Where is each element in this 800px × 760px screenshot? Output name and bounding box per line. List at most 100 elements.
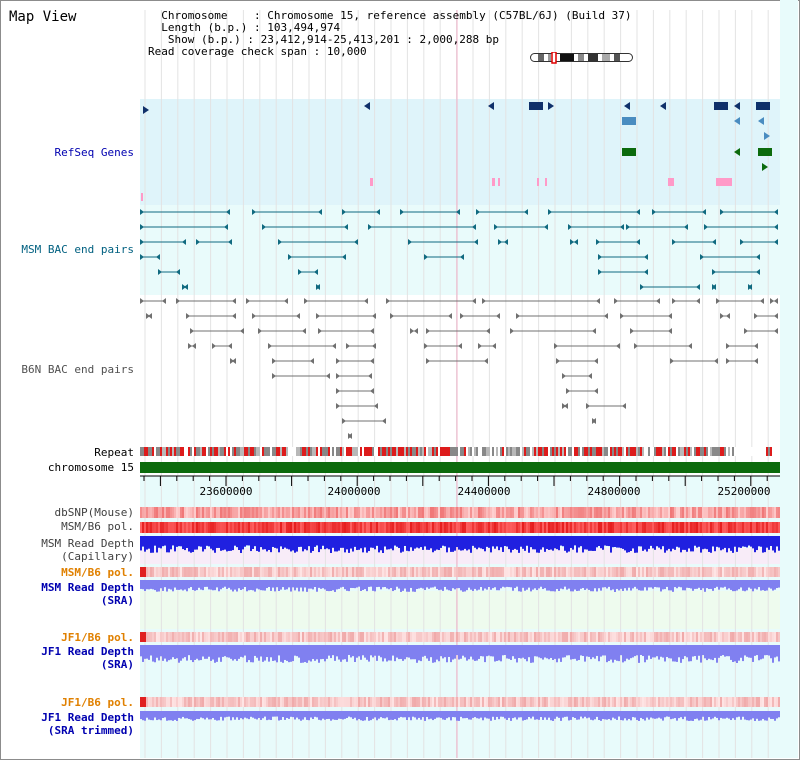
track-label-jf1-depth-trim-1[interactable]: JF1 Read Depth (41, 711, 134, 724)
msm-b6-pol-2-mark (686, 567, 688, 577)
track-label-msm-depth-sra-1[interactable]: MSM Read Depth (41, 581, 134, 594)
track-label-b6n-bac[interactable]: B6N BAC end pairs (21, 363, 134, 376)
msm-depth-sra-bar (146, 580, 148, 590)
jf1-b6-pol-mark (498, 632, 500, 642)
msm-depth-cap-bar (512, 536, 514, 550)
track-label-msm-b6-pol-2[interactable]: MSM/B6 pol. (61, 566, 134, 579)
msm-depth-cap-bar (582, 536, 584, 553)
dbsnp-mark (602, 507, 604, 518)
repeat-mark (512, 447, 514, 456)
msm-depth-sra-bar (374, 580, 376, 592)
msm-b6-pol-2-mark (710, 567, 712, 577)
track-label-repeat[interactable]: Repeat (94, 446, 134, 459)
track-label-msm-b6-pol[interactable]: MSM/B6 pol. (61, 520, 134, 533)
jf1-depth-sra-bar (696, 645, 698, 660)
chromosome-ideogram-icon[interactable] (530, 52, 634, 64)
jf1-b6-pol-mark (154, 632, 156, 642)
dbsnp-mark (610, 507, 612, 518)
msm-depth-cap-bar (472, 536, 474, 546)
msm-depth-sra-bar (748, 580, 750, 588)
track-label-refseq[interactable]: RefSeq Genes (54, 146, 134, 159)
jf1-b6-pol-2-mark (348, 697, 350, 707)
msm-depth-sra-bar (274, 580, 276, 592)
msm-b6-pol-2-mark (366, 567, 368, 577)
msm-depth-cap-bar (186, 536, 188, 549)
msm-depth-sra-bar (392, 580, 394, 592)
jf1-depth-sra-bar (778, 645, 780, 662)
b6n-bac-pair-end (744, 328, 748, 334)
jf1-depth-sra-bar (666, 645, 668, 657)
msm-b6-pol-2-mark (634, 567, 636, 577)
jf1-depth-trim-bar (218, 711, 220, 721)
msm-depth-cap-bar (470, 536, 472, 553)
jf1-depth-trim-bar (434, 711, 436, 719)
repeat-mark (640, 447, 642, 456)
msm-depth-cap-bar (700, 536, 702, 553)
msm-depth-sra-bar (370, 580, 372, 587)
track-label-jf1-depth-sra-1[interactable]: JF1 Read Depth (41, 645, 134, 658)
jf1-depth-sra-bar (320, 645, 322, 660)
repeat-mark (272, 447, 274, 456)
jf1-depth-sra-bar (414, 645, 416, 660)
repeat-mark (628, 447, 630, 456)
jf1-b6-pol-mark (350, 632, 352, 642)
msm-b6-pol-mark (628, 522, 630, 533)
jf1-b6-pol-mark (510, 632, 512, 642)
jf1-depth-trim-bar (382, 711, 384, 719)
dbsnp-mark (592, 507, 594, 518)
msm-depth-cap-bar (278, 536, 280, 553)
jf1-b6-pol-mark (464, 632, 466, 642)
dbsnp-mark (334, 507, 336, 518)
msm-depth-cap-bar (466, 536, 468, 551)
msm-b6-pol-mark (384, 522, 386, 533)
msm-depth-cap-bar (328, 536, 330, 550)
dbsnp-mark (422, 507, 424, 518)
jf1-depth-trim-bar (630, 711, 632, 721)
msm-b6-pol-2-mark (340, 567, 342, 577)
jf1-depth-sra-bar (500, 645, 502, 662)
msm-depth-cap-bar (140, 536, 142, 551)
b6n-bac-pair-end (448, 313, 452, 319)
jf1-depth-sra-bar (234, 645, 236, 660)
repeat-mark (366, 447, 368, 456)
jf1-b6-pol-2-mark (328, 697, 330, 707)
jf1-b6-pol-2-mark (356, 697, 358, 707)
msm-b6-pol-mark (546, 522, 548, 533)
track-label-dbsnp[interactable]: dbSNP(Mouse) (54, 506, 134, 519)
jf1-depth-sra-bar (488, 645, 490, 656)
jf1-b6-pol-2-mark (178, 697, 180, 707)
b6n-bac-pair-end (318, 328, 322, 334)
msm-b6-pol-mark (648, 522, 650, 533)
msm-depth-sra-bar (462, 580, 464, 592)
msm-depth-cap-bar (714, 536, 716, 552)
jf1-b6-pol-2-mark (170, 697, 172, 707)
track-label-jf1-b6-pol-2[interactable]: JF1/B6 pol. (61, 696, 134, 709)
dbsnp-mark (424, 507, 426, 518)
track-label-jf1-b6-pol[interactable]: JF1/B6 pol. (61, 631, 134, 644)
b6n-bac-pair-end (284, 298, 288, 304)
dbsnp-mark (472, 507, 474, 518)
jf1-depth-sra-bar (390, 645, 392, 661)
jf1-b6-pol-2-mark (578, 697, 580, 707)
track-label-msm-depth-cap-1[interactable]: MSM Read Depth (41, 537, 134, 550)
msm-depth-sra-bar (734, 580, 736, 592)
jf1-b6-pol-mark (476, 632, 478, 642)
jf1-depth-sra-bar (528, 645, 530, 658)
jf1-b6-pol-2-mark (674, 697, 676, 707)
msm-depth-sra-bar (564, 580, 566, 587)
jf1-depth-trim-bar (718, 711, 720, 721)
repeat-mark (318, 447, 320, 456)
jf1-b6-pol-mark (276, 632, 278, 642)
dbsnp-mark (510, 507, 512, 518)
jf1-depth-trim-bar (204, 711, 206, 720)
msm-b6-pol-mark (750, 522, 752, 533)
msm-b6-pol-2-mark (428, 567, 430, 577)
jf1-b6-pol-mark (704, 632, 706, 642)
msm-bac-pair-end (740, 239, 744, 245)
jf1-depth-trim-bar (634, 711, 636, 718)
track-label-msm-bac[interactable]: MSM BAC end pairs (21, 243, 134, 256)
msm-depth-sra-bar (538, 580, 540, 589)
jf1-depth-sra-bar (380, 645, 382, 658)
jf1-b6-pol-mark (630, 632, 632, 642)
